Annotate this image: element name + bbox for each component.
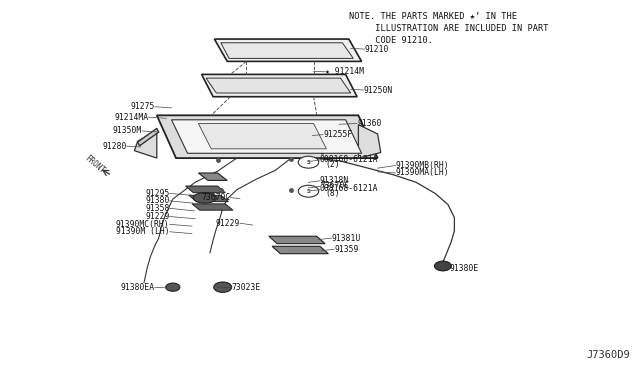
Text: 91360: 91360 <box>357 119 381 128</box>
Polygon shape <box>138 128 159 146</box>
Polygon shape <box>134 130 157 158</box>
Text: 91390MB(RH): 91390MB(RH) <box>396 161 449 170</box>
Text: 91390MA(LH): 91390MA(LH) <box>396 169 449 177</box>
Text: NOTE. THE PARTS MARKED ★’ IN THE
     ILLUSTRATION ARE INCLUDED IN PART
     COD: NOTE. THE PARTS MARKED ★’ IN THE ILLUSTR… <box>349 12 548 45</box>
Text: 73670C: 73670C <box>320 182 349 190</box>
Text: 91280: 91280 <box>102 142 127 151</box>
Text: 91275: 91275 <box>131 102 155 111</box>
Text: 91255F: 91255F <box>323 130 353 139</box>
Polygon shape <box>157 115 378 158</box>
Text: (2): (2) <box>325 160 340 169</box>
Circle shape <box>298 156 319 168</box>
Text: 91214MA: 91214MA <box>115 113 148 122</box>
Text: 91390MC(RH): 91390MC(RH) <box>116 220 170 229</box>
Text: 91381U: 91381U <box>332 234 361 243</box>
Circle shape <box>298 185 319 197</box>
Text: Õ08168-6121A: Õ08168-6121A <box>320 185 378 193</box>
Polygon shape <box>221 43 353 58</box>
Polygon shape <box>198 124 326 149</box>
Polygon shape <box>198 173 227 180</box>
Text: ★ 91214M: ★ 91214M <box>325 67 364 76</box>
Text: Õ08168-6121A: Õ08168-6121A <box>320 155 378 164</box>
Text: 91380E: 91380E <box>449 264 479 273</box>
Text: 91229: 91229 <box>145 212 170 221</box>
Polygon shape <box>186 186 225 193</box>
Text: 91359: 91359 <box>334 245 358 254</box>
Text: 91380EA: 91380EA <box>121 283 155 292</box>
Polygon shape <box>192 204 233 210</box>
Circle shape <box>435 261 451 271</box>
Circle shape <box>166 283 180 291</box>
Polygon shape <box>214 39 362 61</box>
Text: J7360D9: J7360D9 <box>587 350 630 360</box>
Polygon shape <box>358 125 381 158</box>
Text: S: S <box>307 189 310 194</box>
Circle shape <box>435 262 451 270</box>
Text: 91250N: 91250N <box>364 86 393 94</box>
Text: 91390M (LH): 91390M (LH) <box>116 227 170 236</box>
Ellipse shape <box>193 193 216 203</box>
Text: 91210: 91210 <box>365 45 389 54</box>
Text: (8): (8) <box>325 189 340 198</box>
Text: S: S <box>307 160 310 165</box>
Text: 91350M: 91350M <box>113 126 142 135</box>
Polygon shape <box>172 120 362 153</box>
Text: 91295: 91295 <box>145 189 170 198</box>
Polygon shape <box>272 246 328 254</box>
Text: 73023E: 73023E <box>232 283 261 292</box>
Text: 91380: 91380 <box>145 196 170 205</box>
Text: 73670C: 73670C <box>201 193 230 202</box>
Polygon shape <box>202 74 357 97</box>
Polygon shape <box>206 78 351 93</box>
Polygon shape <box>269 236 325 244</box>
Polygon shape <box>189 195 228 202</box>
Circle shape <box>214 282 232 292</box>
Text: 91229: 91229 <box>216 219 240 228</box>
Text: 91358: 91358 <box>145 204 170 213</box>
Text: 91318N: 91318N <box>320 176 349 185</box>
Text: FRONT: FRONT <box>83 154 106 175</box>
